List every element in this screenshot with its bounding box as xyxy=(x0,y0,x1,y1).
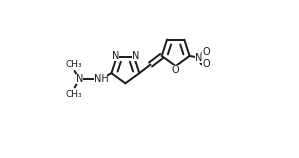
Text: O: O xyxy=(172,65,179,75)
Text: N: N xyxy=(195,53,203,63)
Text: CH₃: CH₃ xyxy=(65,89,82,98)
Text: NH: NH xyxy=(94,74,108,84)
Text: CH₃: CH₃ xyxy=(65,60,82,69)
Text: N: N xyxy=(76,74,83,84)
Text: O: O xyxy=(202,58,210,69)
Text: N: N xyxy=(132,51,139,61)
Text: N: N xyxy=(112,51,119,61)
Text: O: O xyxy=(202,47,210,57)
